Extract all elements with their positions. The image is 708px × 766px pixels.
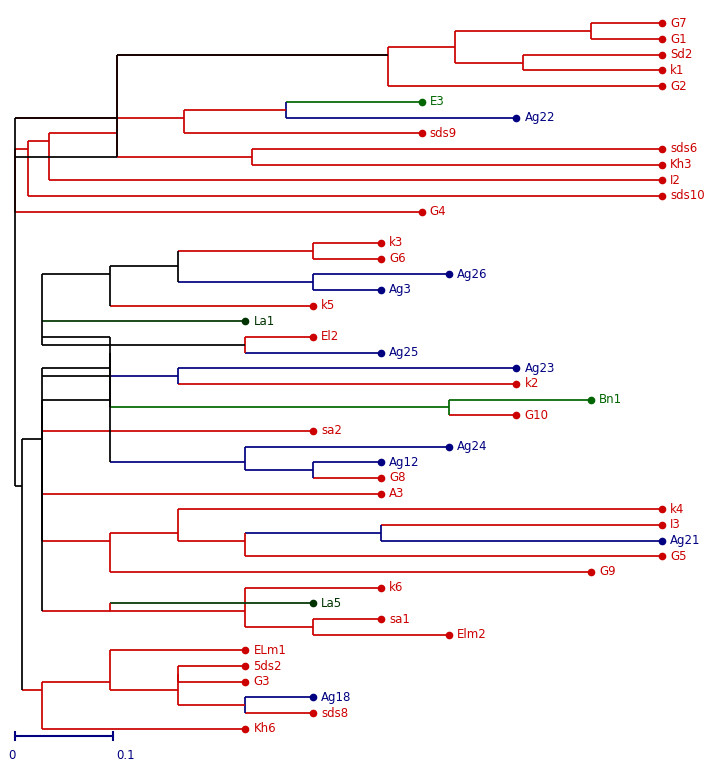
Text: El2: El2 — [321, 330, 340, 343]
Text: k5: k5 — [321, 299, 336, 312]
Text: k1: k1 — [670, 64, 685, 77]
Text: k6: k6 — [389, 581, 404, 594]
Text: sds6: sds6 — [670, 142, 697, 155]
Text: sa1: sa1 — [389, 613, 410, 626]
Text: G6: G6 — [389, 252, 406, 265]
Text: Ag22: Ag22 — [525, 111, 555, 124]
Text: Ag23: Ag23 — [525, 362, 555, 375]
Text: sds10: sds10 — [670, 189, 705, 202]
Text: G1: G1 — [670, 33, 687, 46]
Text: G9: G9 — [599, 565, 616, 578]
Text: E3: E3 — [430, 95, 445, 108]
Text: Ag21: Ag21 — [670, 534, 701, 547]
Text: La1: La1 — [253, 315, 275, 328]
Text: G8: G8 — [389, 471, 406, 484]
Text: Bn1: Bn1 — [599, 393, 622, 406]
Text: Ag3: Ag3 — [389, 283, 412, 296]
Text: G10: G10 — [525, 409, 549, 422]
Text: k4: k4 — [670, 502, 685, 516]
Text: Ag18: Ag18 — [321, 691, 352, 704]
Text: I2: I2 — [670, 174, 681, 187]
Text: sa2: sa2 — [321, 424, 342, 437]
Text: Kh6: Kh6 — [253, 722, 276, 735]
Text: 0: 0 — [8, 749, 16, 762]
Text: k3: k3 — [389, 237, 404, 250]
Text: sds9: sds9 — [430, 126, 457, 139]
Text: k2: k2 — [525, 378, 539, 391]
Text: Kh3: Kh3 — [670, 158, 693, 171]
Text: 5ds2: 5ds2 — [253, 660, 282, 673]
Text: Ag12: Ag12 — [389, 456, 420, 469]
Text: ELm1: ELm1 — [253, 644, 286, 657]
Text: Ag26: Ag26 — [457, 268, 487, 280]
Text: 0.1: 0.1 — [117, 749, 135, 762]
Text: Sd2: Sd2 — [670, 48, 692, 61]
Text: G2: G2 — [670, 80, 687, 93]
Text: A3: A3 — [389, 487, 404, 500]
Text: La5: La5 — [321, 597, 343, 610]
Text: I3: I3 — [670, 519, 681, 532]
Text: Ag25: Ag25 — [389, 346, 419, 359]
Text: G5: G5 — [670, 550, 687, 563]
Text: sds8: sds8 — [321, 706, 348, 719]
Text: G3: G3 — [253, 675, 270, 688]
Text: G4: G4 — [430, 205, 446, 218]
Text: G7: G7 — [670, 17, 687, 30]
Text: Ag24: Ag24 — [457, 440, 487, 453]
Text: Elm2: Elm2 — [457, 628, 486, 641]
